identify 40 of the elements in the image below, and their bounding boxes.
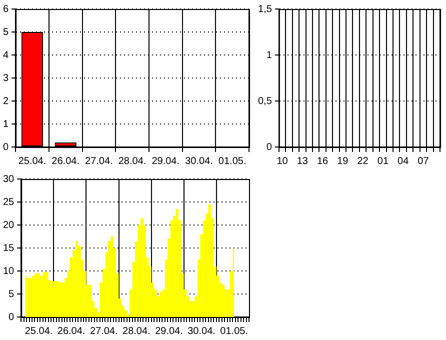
x-tick-label: 26.04. (57, 326, 86, 337)
y-tick-label: 1 (266, 50, 272, 61)
y-tick-label: 15 (3, 242, 15, 254)
x-tick-label: 27.04. (90, 326, 118, 337)
y-tick-label: 2 (3, 96, 9, 107)
x-tick-label: 13 (296, 156, 308, 167)
x-tick-label: 28.04. (122, 326, 150, 337)
y-tick-label: 25 (3, 196, 15, 208)
x-tick-label: 07 (418, 156, 430, 167)
y-tick-label: 0 (3, 142, 9, 153)
y-tick-label: 0 (266, 142, 272, 153)
x-tick-label: 26.04. (52, 156, 80, 167)
x-tick-label: 25.04. (24, 326, 53, 337)
x-tick-label: 29.04. (155, 326, 183, 337)
x-tick-label: 19 (337, 156, 349, 167)
y-tick-label: 6 (3, 4, 9, 15)
x-tick-label: 29.04. (152, 156, 180, 167)
y-tick-label: 0 (8, 312, 15, 323)
x-tick-label: 28.04. (118, 156, 146, 167)
y-tick-label: 5 (8, 288, 15, 300)
x-tick-label: 25.04. (18, 156, 46, 167)
x-tick-label: 01.05. (220, 326, 248, 337)
y-tick-label: 4 (3, 50, 9, 61)
y-tick-label: 20 (3, 220, 15, 231)
x-tick-label: 22 (357, 156, 369, 167)
x-tick-label: 10 (276, 156, 288, 167)
y-tick-label: 10 (3, 266, 15, 277)
x-tick-label: 01.05. (218, 156, 246, 167)
x-tick-label: 27.04. (85, 156, 113, 167)
y-tick-label: 1 (3, 118, 9, 130)
y-tick-label: 5 (3, 26, 9, 38)
y-tick-label: 3 (3, 72, 9, 84)
x-tick-label: 30.04. (185, 156, 213, 167)
y-tick-label: 30 (3, 174, 15, 185)
y-tick-label: 1,5 (258, 4, 272, 15)
x-tick-label: 01 (377, 156, 389, 167)
y-tick-label: 0,5 (258, 96, 272, 107)
x-tick-label: 30.04. (188, 326, 216, 337)
x-tick-label: 04 (398, 156, 410, 167)
x-tick-label: 16 (316, 156, 329, 167)
